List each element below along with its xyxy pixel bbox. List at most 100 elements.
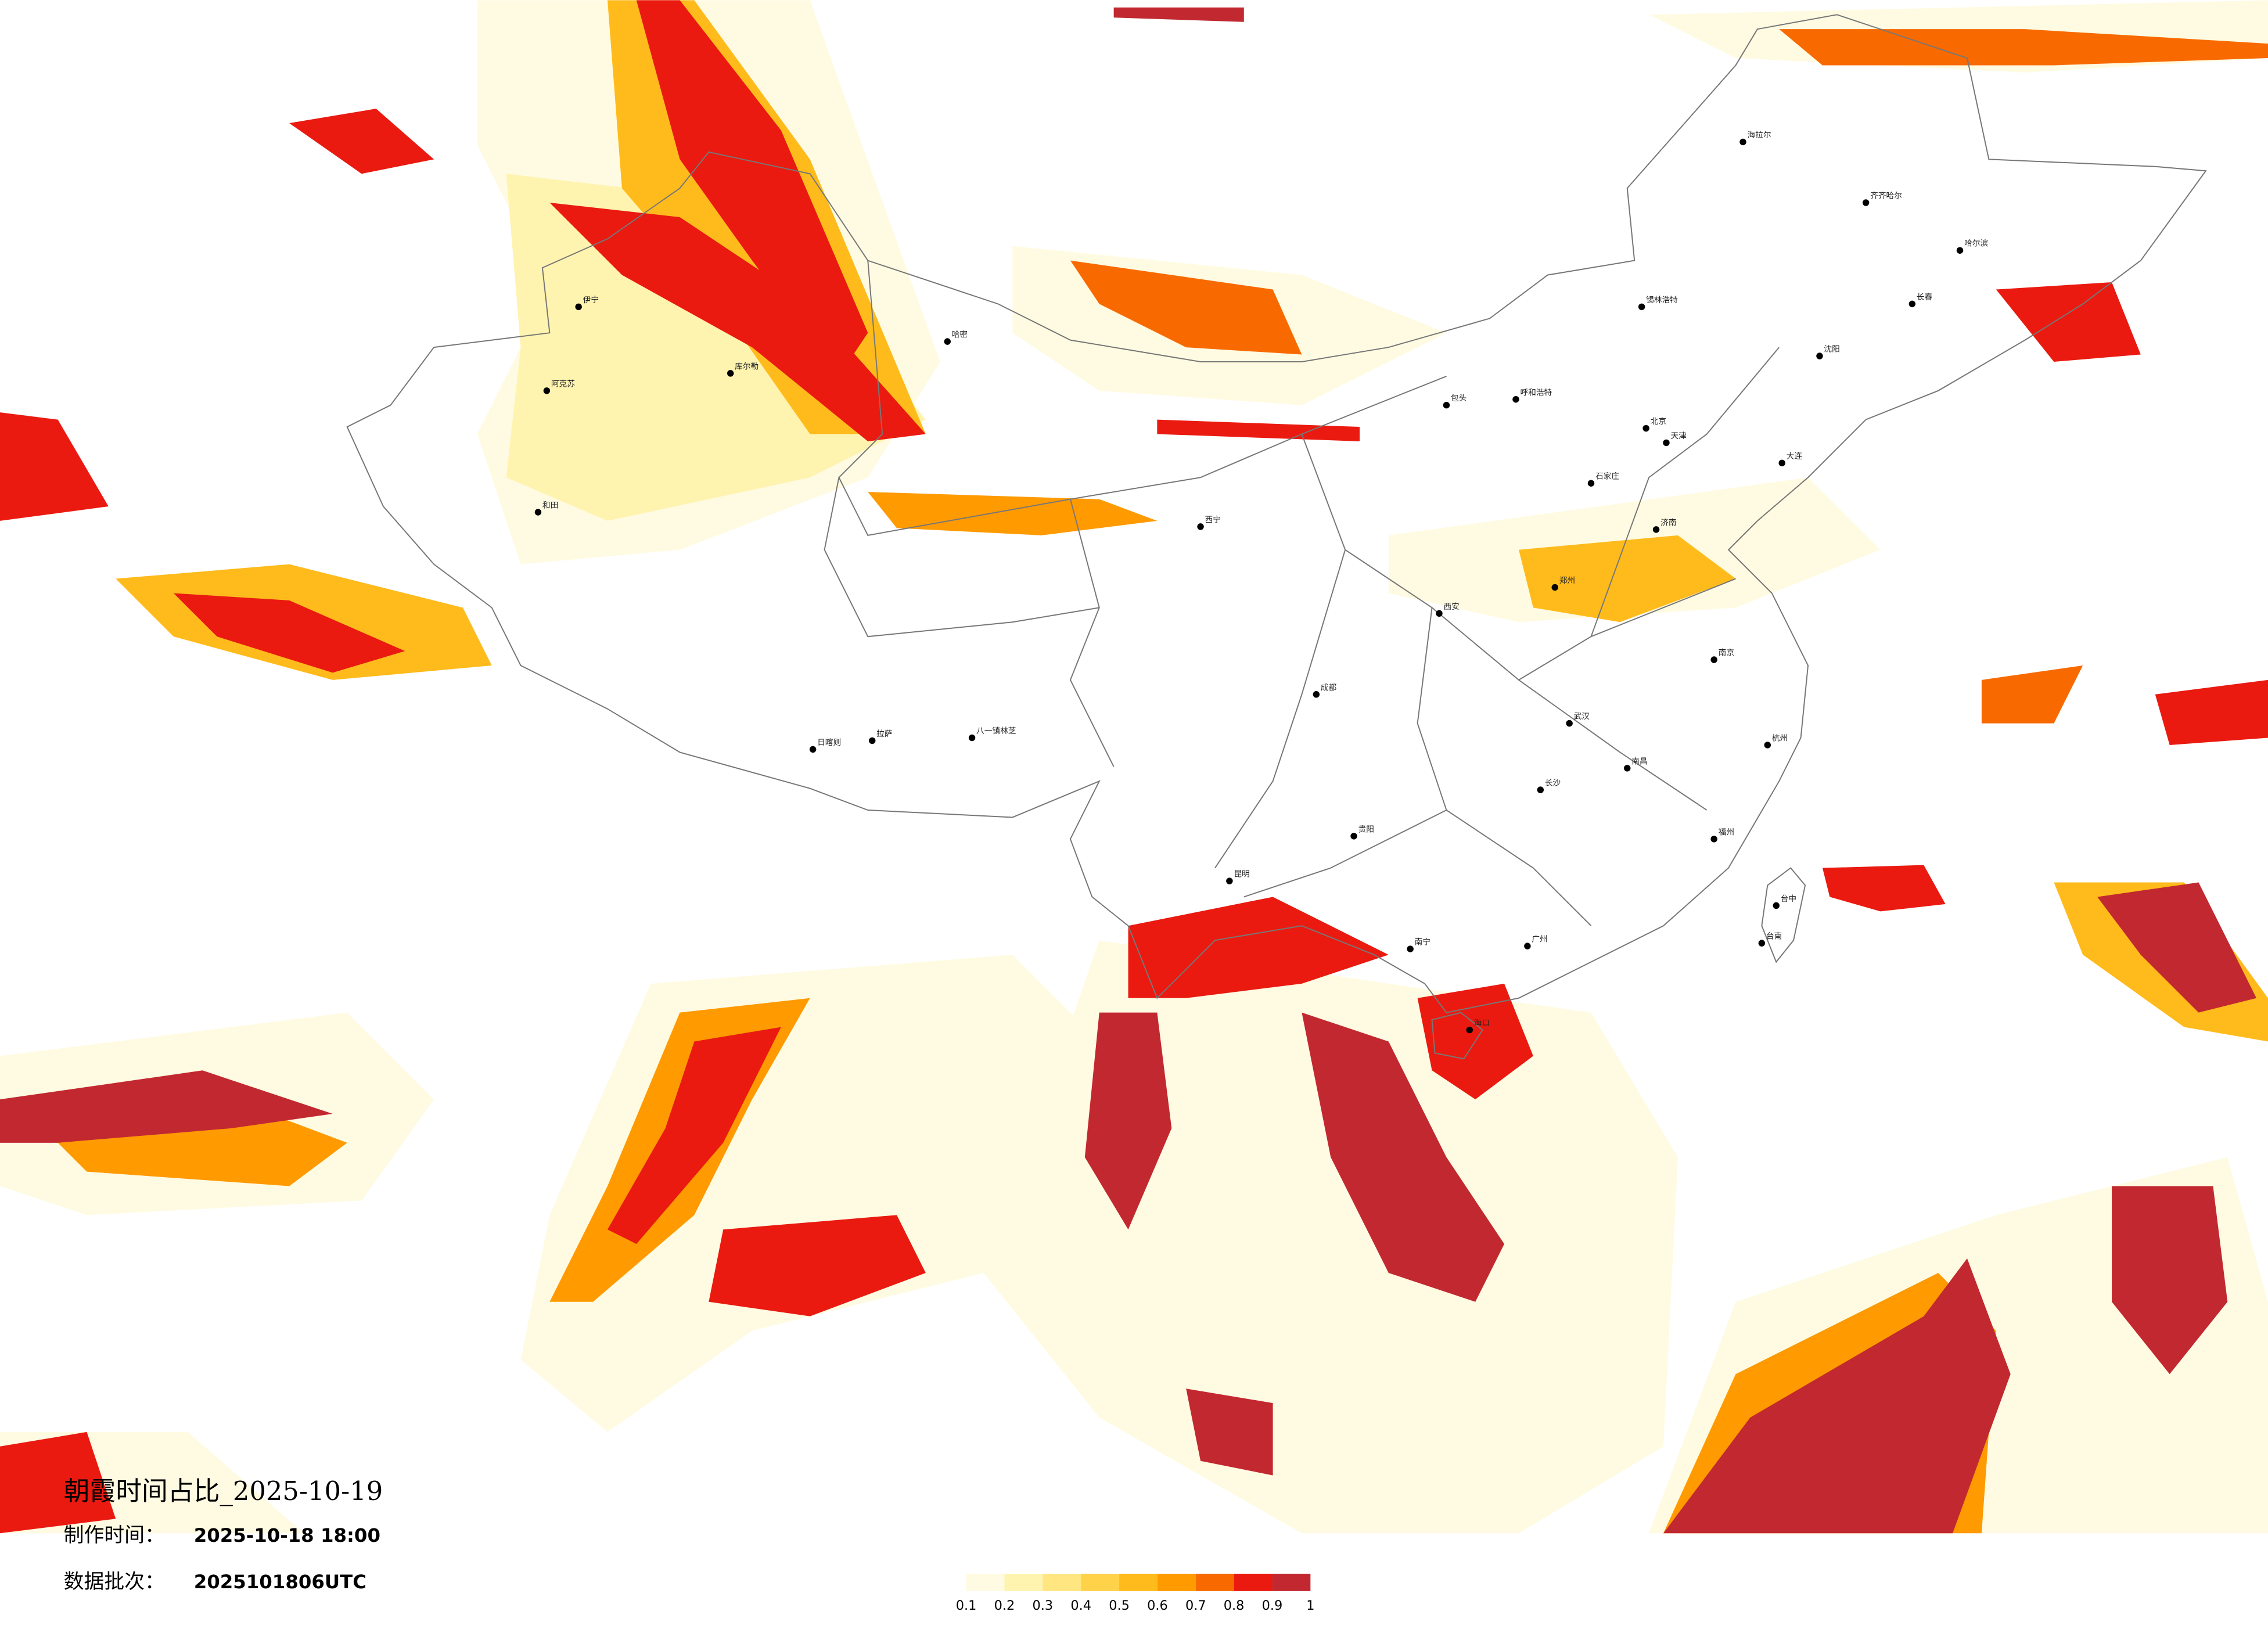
field-patch: [1663, 1258, 2011, 1534]
city-dot: [1624, 765, 1631, 772]
issue-time-label: 制作时间：: [64, 1524, 165, 1547]
city-label: 包头: [1451, 394, 1467, 403]
city-label: 哈尔滨: [1964, 239, 1988, 249]
field-patch: [549, 203, 926, 441]
city-dot: [1512, 396, 1519, 403]
city-label: 成都: [1321, 683, 1337, 692]
city-dot: [944, 338, 951, 345]
title: 朝霞时间占比_2025-10-19: [64, 1476, 383, 1506]
city-label: 库尔勒: [735, 362, 759, 371]
field-patch: [868, 492, 1158, 535]
city-dot: [1436, 610, 1443, 617]
city-label: 沈阳: [1824, 345, 1839, 354]
city-label: 台南: [1766, 932, 1782, 941]
country-border: [346, 14, 2207, 1013]
city-dot: [1773, 902, 1780, 909]
city-dot: [575, 303, 582, 311]
city-label: 日喀则: [817, 738, 841, 747]
colorbar-box: [1004, 1573, 1043, 1591]
city-label: 福州: [1719, 828, 1734, 837]
city-label: 天津: [1670, 431, 1687, 441]
colorbar-box: [1234, 1573, 1273, 1591]
colorbar-tick-label: 0.8: [1224, 1598, 1245, 1613]
city-label: 郑州: [1559, 576, 1575, 585]
city-dot: [1226, 877, 1233, 884]
city-label: 和田: [542, 501, 558, 510]
city-label: 齐齐哈尔: [1870, 192, 1902, 201]
city-dot: [869, 737, 876, 744]
colorbar-box: [1043, 1573, 1081, 1591]
field-patch: [709, 1215, 926, 1316]
city-label: 南宁: [1415, 937, 1430, 947]
colorbar-tick-label: 1: [1306, 1598, 1314, 1613]
field-patch: [607, 1027, 781, 1244]
colorbar-tick-label: 0.3: [1033, 1598, 1054, 1613]
colorbar-tick-label: 0.6: [1147, 1598, 1168, 1613]
city-label: 北京: [1651, 417, 1666, 426]
city-label: 昆明: [1234, 870, 1249, 879]
city-label: 长沙: [1545, 779, 1561, 788]
field-patch: [0, 1431, 116, 1534]
city-label: 八一镇林芝: [976, 726, 1016, 736]
city-label: 阿克苏: [551, 379, 575, 388]
city-dot: [1956, 247, 1964, 254]
province-border: [824, 260, 1780, 926]
city-dot: [1862, 199, 1870, 206]
colorbar-tick-label: 0.4: [1070, 1598, 1091, 1613]
city-dot: [1197, 523, 1204, 530]
field-patch: [289, 109, 434, 174]
city-dot: [1739, 138, 1746, 146]
city-dot: [1587, 480, 1595, 487]
city-dot: [1908, 300, 1916, 308]
city-dot: [1816, 352, 1823, 359]
city-label: 拉萨: [876, 729, 892, 739]
colorbar-box: [1081, 1573, 1120, 1591]
batch: 2025101806UTC: [194, 1571, 366, 1593]
hainan-border: [1431, 1012, 1484, 1060]
city-dot: [1778, 459, 1785, 467]
city-dot: [1524, 942, 1531, 949]
field-patch: [636, 0, 868, 376]
city-label: 台中: [1781, 894, 1796, 904]
city-dot: [968, 734, 976, 742]
field-patch: [1981, 665, 2083, 724]
weather-field: [0, 0, 2268, 1534]
city-dot: [1350, 833, 1357, 840]
city-label: 呼和浩特: [1520, 388, 1552, 397]
field-patch: [0, 412, 109, 521]
field-patch: [1070, 260, 1302, 355]
city-label: 锡林浩特: [1646, 296, 1678, 305]
colorbar-tick-label: 0.7: [1185, 1598, 1206, 1613]
city-dot: [1443, 401, 1450, 409]
borders: [346, 14, 2207, 1060]
field-patch: [1302, 1012, 1505, 1302]
city-dot: [1407, 945, 1414, 952]
city-dot: [1313, 691, 1320, 698]
issue-time: 2025-10-18 18:00: [194, 1524, 380, 1546]
city-label: 济南: [1660, 518, 1676, 527]
colorbar-box: [1157, 1573, 1196, 1591]
field-patch: [173, 593, 405, 673]
colorbar-tick-label: 0.9: [1262, 1598, 1283, 1613]
city-label: 南京: [1719, 649, 1734, 658]
colorbar-box: [1195, 1573, 1234, 1591]
field-patch: [2155, 679, 2268, 745]
city-label: 贵阳: [1358, 825, 1374, 834]
field-patch: [1084, 1012, 1172, 1230]
city-label: 西安: [1443, 602, 1459, 611]
city-label: 西宁: [1205, 515, 1221, 524]
field-patch: [1186, 1388, 1273, 1476]
city-label: 长春: [1917, 293, 1933, 302]
colorbar-tick-label: 0.5: [1109, 1598, 1130, 1613]
city-dot: [1652, 526, 1660, 533]
field-patch: [1779, 29, 2268, 66]
field-patch: [2112, 1186, 2228, 1375]
city-dot: [1642, 425, 1649, 432]
city-dot: [809, 746, 817, 753]
city-dot: [1566, 720, 1573, 727]
city-dot: [1537, 786, 1544, 793]
colorbar-tick-label: 0.1: [956, 1598, 977, 1613]
colorbar-tick-label: 0.2: [994, 1598, 1015, 1613]
city-dot: [1758, 940, 1766, 947]
